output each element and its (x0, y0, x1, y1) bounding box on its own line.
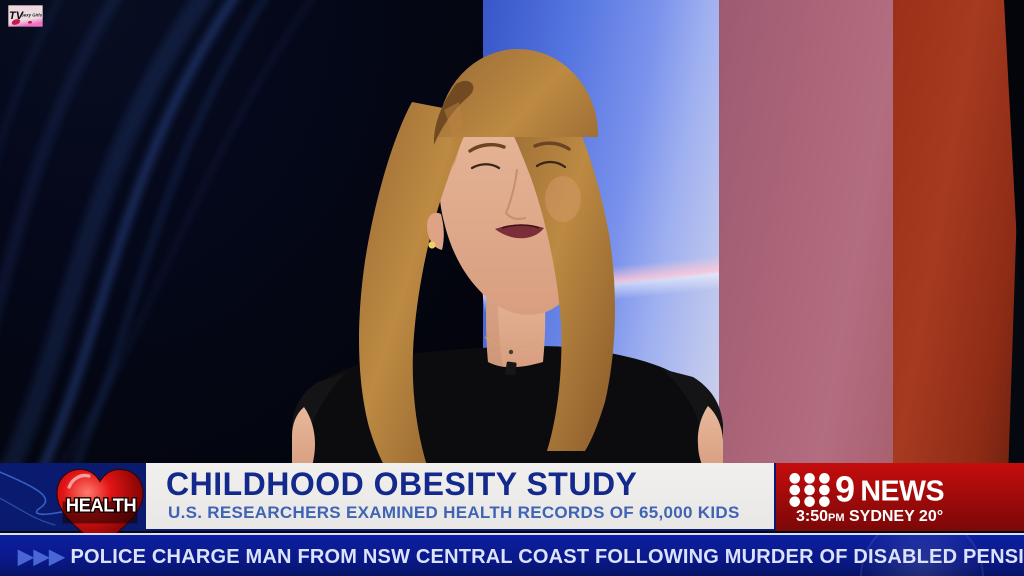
svg-text:Sexy Girls: Sexy Girls (21, 13, 43, 18)
svg-text:NEWS: NEWS (860, 476, 944, 508)
svg-text:HEALTH: HEALTH (66, 495, 136, 515)
svg-text:9: 9 (835, 472, 855, 508)
